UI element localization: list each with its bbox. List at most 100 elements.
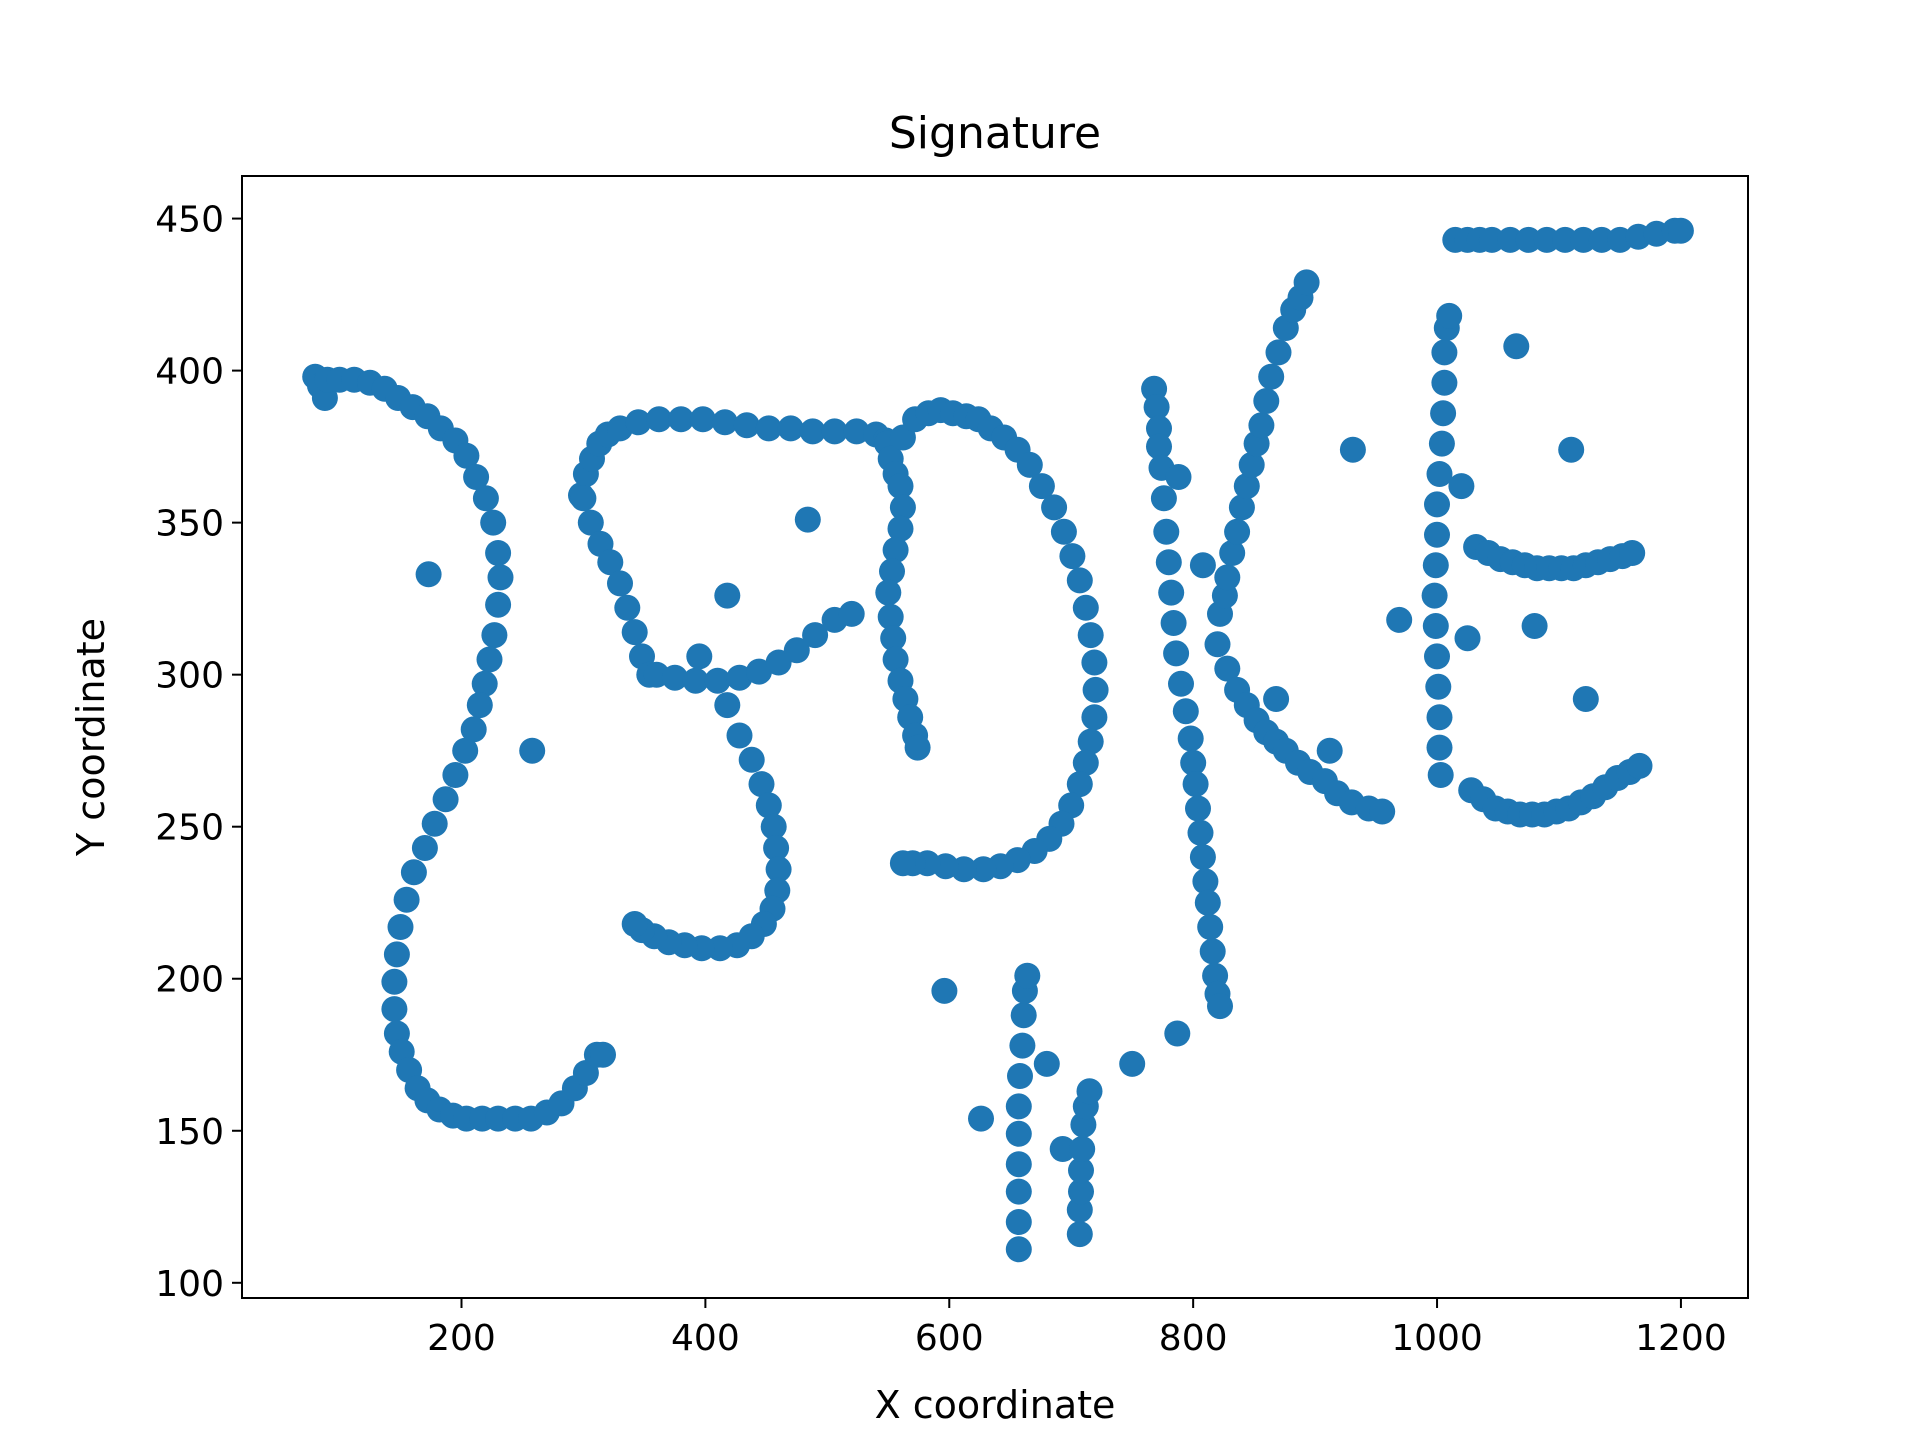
data-point (577, 509, 604, 536)
data-point (877, 603, 904, 630)
data-point (1428, 430, 1455, 457)
data-point (1431, 369, 1458, 396)
data-point (765, 649, 792, 676)
data-point (1041, 494, 1068, 521)
data-point (1049, 1136, 1076, 1162)
data-point (570, 485, 597, 512)
data-point (738, 746, 765, 773)
data-point (1146, 415, 1172, 442)
data-point (1050, 518, 1077, 545)
data-point (1081, 704, 1108, 731)
data-point (821, 418, 848, 445)
data-point (711, 409, 738, 436)
data-point (415, 561, 442, 588)
data-point (714, 692, 741, 719)
data-point (1158, 579, 1185, 606)
data-point (1010, 1002, 1037, 1029)
y-tick-label: 100 (155, 1264, 224, 1305)
data-point (760, 813, 787, 840)
data-point (381, 968, 408, 995)
data-point (1431, 339, 1458, 366)
data-points (302, 217, 1694, 1263)
data-point (411, 835, 438, 861)
data-point (1369, 798, 1396, 825)
data-point (707, 935, 733, 962)
data-point (704, 667, 731, 694)
data-point (1424, 643, 1450, 670)
data-point (621, 619, 648, 646)
data-point (879, 558, 905, 585)
data-point (481, 622, 508, 649)
data-point (1448, 473, 1475, 500)
data-point (1068, 1178, 1094, 1205)
data-point (1427, 762, 1454, 788)
data-point (1238, 451, 1265, 478)
data-point (1182, 771, 1209, 798)
data-point (383, 941, 410, 968)
data-point (1214, 564, 1241, 591)
data-point (1172, 698, 1199, 725)
data-point (1588, 226, 1615, 253)
data-point (1016, 451, 1043, 478)
data-point (442, 762, 469, 788)
data-point (387, 914, 414, 940)
data-point (1248, 412, 1275, 439)
data-point (904, 734, 931, 761)
data-point (1155, 549, 1182, 576)
data-point (472, 485, 499, 512)
data-point (1005, 1093, 1032, 1120)
data-point (1293, 269, 1320, 296)
data-point (1007, 1063, 1033, 1089)
data-point (748, 771, 775, 798)
data-point (480, 509, 507, 536)
x-tick-label: 200 (427, 1318, 496, 1359)
data-point (1081, 649, 1108, 676)
axis-ticks: 200 400 600 800 1000 1200 100 150 200 250 300 350 40… (155, 200, 1726, 1359)
data-point (1497, 226, 1524, 253)
data-point (843, 418, 870, 445)
data-point (889, 850, 916, 877)
data-point (746, 658, 772, 685)
data-point (460, 716, 487, 743)
data-point (1339, 436, 1366, 463)
data-point (931, 977, 958, 1004)
data-point (1005, 1178, 1032, 1205)
data-point (1072, 594, 1099, 621)
y-axis-label: Y coordinate (69, 618, 113, 857)
data-point (1076, 1078, 1103, 1105)
data-point (875, 579, 902, 606)
data-point (1667, 217, 1694, 244)
data-point (765, 856, 792, 883)
data-point (777, 415, 804, 442)
data-point (485, 591, 512, 618)
data-point (1005, 1151, 1032, 1178)
data-point (487, 564, 514, 591)
data-point (838, 600, 865, 627)
data-point (1421, 582, 1448, 609)
data-point (519, 737, 546, 764)
data-point (1165, 464, 1192, 490)
data-point (1150, 485, 1177, 512)
data-point (882, 537, 909, 563)
data-point (1265, 339, 1292, 366)
data-point (1153, 518, 1180, 545)
data-point (1028, 473, 1055, 500)
data-point (1263, 686, 1290, 712)
data-point (1014, 962, 1041, 989)
data-point (1197, 914, 1224, 940)
data-point (880, 625, 907, 652)
data-point (471, 670, 498, 697)
data-point (799, 418, 826, 445)
data-point (1219, 540, 1246, 566)
y-tick-label: 400 (155, 352, 224, 393)
data-point (1422, 552, 1449, 579)
data-point (1430, 400, 1457, 427)
data-point (1424, 521, 1450, 548)
y-tick-label: 300 (155, 656, 224, 697)
data-point (1425, 673, 1452, 700)
data-point (755, 792, 782, 819)
data-point (485, 540, 512, 566)
data-point (1194, 889, 1221, 916)
data-point (1426, 704, 1453, 731)
